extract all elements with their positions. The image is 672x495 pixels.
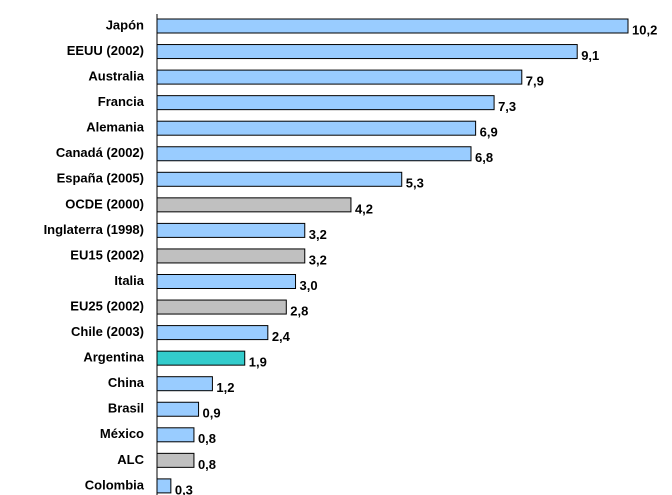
value-label: 2,8 bbox=[290, 303, 308, 318]
value-label: 3,2 bbox=[309, 227, 327, 242]
bar bbox=[156, 44, 578, 60]
value-label: 2,4 bbox=[272, 329, 291, 344]
category-label: Japón bbox=[106, 17, 144, 32]
category-label: Argentina bbox=[83, 350, 144, 365]
bar bbox=[156, 146, 472, 162]
category-label: Francia bbox=[98, 94, 145, 109]
category-label: Canadá (2002) bbox=[56, 145, 144, 160]
value-label: 6,9 bbox=[480, 125, 498, 140]
bar bbox=[156, 274, 297, 289]
category-label: España (2005) bbox=[57, 171, 144, 186]
value-label: 4,2 bbox=[355, 201, 373, 216]
bar bbox=[156, 171, 403, 187]
bar bbox=[156, 69, 523, 85]
bar bbox=[156, 18, 629, 34]
category-label: EU25 (2002) bbox=[70, 298, 144, 313]
value-label: 7,3 bbox=[498, 99, 516, 114]
category-label: Italia bbox=[114, 273, 144, 288]
category-label: Alemania bbox=[86, 120, 145, 135]
category-label: Colombia bbox=[85, 477, 145, 492]
value-label: 1,2 bbox=[216, 380, 234, 395]
value-label: 5,3 bbox=[406, 176, 424, 191]
value-label: 0,9 bbox=[203, 406, 221, 421]
category-label: EEUU (2002) bbox=[67, 43, 144, 58]
bar bbox=[156, 427, 195, 443]
bar bbox=[156, 350, 246, 366]
value-label: 6,8 bbox=[475, 150, 493, 165]
bar bbox=[156, 222, 306, 238]
value-label: 3,2 bbox=[309, 252, 327, 267]
bar bbox=[156, 452, 195, 468]
category-label: OCDE (2000) bbox=[65, 196, 144, 211]
value-label: 3,0 bbox=[300, 278, 318, 293]
value-label: 0,3 bbox=[175, 482, 193, 495]
value-label: 10,2 bbox=[632, 22, 657, 37]
category-label: Chile (2003) bbox=[71, 324, 144, 339]
value-label: 9,1 bbox=[581, 48, 599, 63]
bar bbox=[156, 401, 200, 417]
bar bbox=[156, 95, 495, 111]
value-label: 1,9 bbox=[249, 355, 267, 370]
value-label: 0,8 bbox=[198, 457, 216, 472]
value-label: 0,8 bbox=[198, 431, 216, 446]
bar bbox=[156, 248, 306, 264]
category-label: ALC bbox=[117, 452, 144, 467]
bar bbox=[156, 299, 287, 315]
bar bbox=[156, 376, 213, 392]
bar bbox=[156, 478, 172, 494]
category-label: Australia bbox=[88, 69, 144, 84]
bar bbox=[156, 325, 269, 341]
value-label: 7,9 bbox=[526, 74, 544, 89]
category-label: China bbox=[108, 375, 145, 390]
category-label: Brasil bbox=[108, 401, 144, 416]
category-label: Inglaterra (1998) bbox=[44, 222, 144, 237]
bar bbox=[156, 120, 477, 136]
category-label: México bbox=[100, 426, 144, 441]
bar bbox=[156, 197, 352, 213]
category-label: EU15 (2002) bbox=[70, 247, 144, 262]
